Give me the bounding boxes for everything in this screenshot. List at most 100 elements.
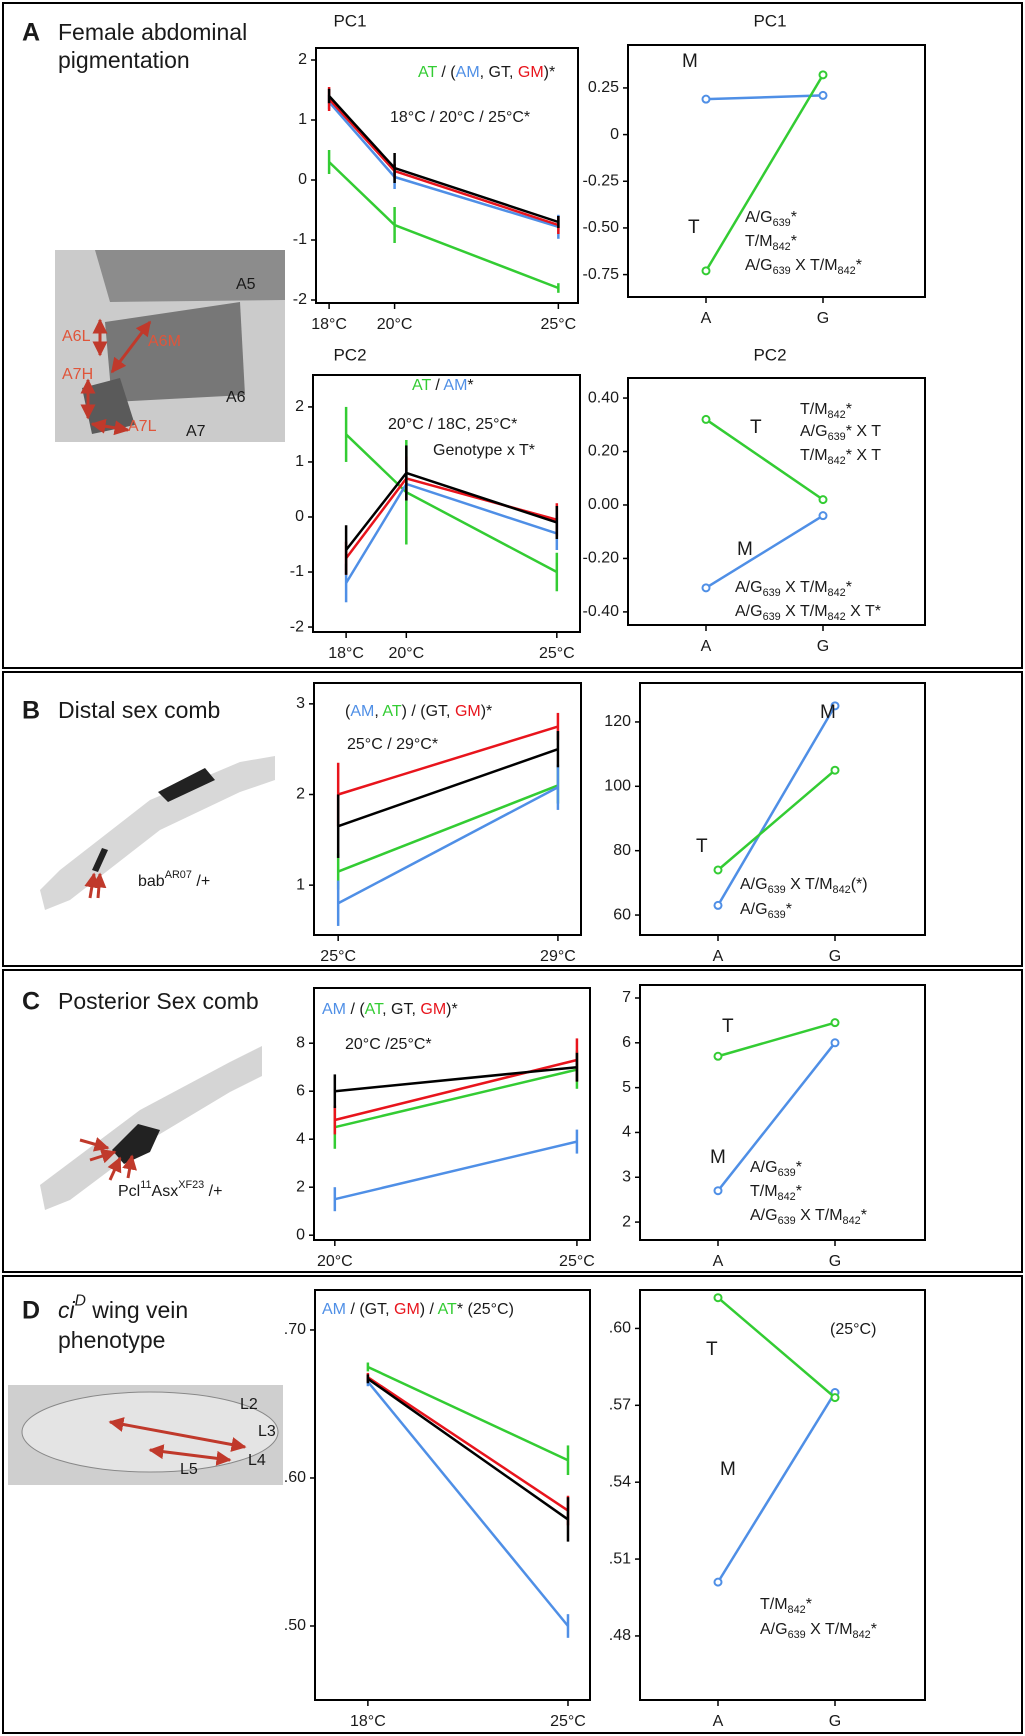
series-label: M	[682, 51, 698, 72]
annotation-run: T/M	[800, 401, 828, 418]
chart-title: PC1	[333, 11, 366, 30]
x-tick-label: A	[713, 1713, 724, 1730]
annotation-run: *	[861, 1207, 867, 1224]
segment	[95, 250, 285, 302]
point	[832, 1039, 839, 1046]
y-tick-label: -0.20	[583, 550, 620, 567]
point	[715, 1579, 722, 1586]
series-line	[718, 770, 835, 870]
y-tick-label: 0.40	[588, 389, 619, 406]
y-tick-label: 4	[296, 1130, 305, 1147]
panel-title: ciD wing vein	[58, 1293, 188, 1323]
annotation-run: T/M	[745, 233, 773, 250]
annotation-run: X T/M	[781, 603, 828, 620]
point	[703, 416, 710, 423]
y-tick-label: -1	[293, 231, 307, 248]
y-tick-label: 6	[296, 1082, 305, 1099]
annotation-run: 20°C /25°C*	[345, 1036, 432, 1053]
annotation-run: 842	[828, 587, 846, 599]
annotation: A/G639 X T/M842(*)	[740, 876, 868, 895]
annotation-run: ) /	[420, 1301, 438, 1318]
image-label-run: A7	[186, 423, 206, 440]
y-tick-label: 3	[622, 1168, 631, 1185]
y-tick-label: 5	[622, 1079, 631, 1096]
annotation: AM / (AT, GT, GM)*	[322, 1001, 458, 1018]
annotation-run: *	[786, 901, 792, 918]
series-line	[329, 162, 558, 288]
y-tick-label: 0.25	[588, 79, 619, 96]
point	[703, 96, 710, 103]
annotation-run: /	[431, 377, 443, 394]
plot-frame	[316, 48, 578, 303]
annotation-run: 639	[768, 884, 786, 896]
point	[832, 1394, 839, 1401]
x-tick-label: G	[829, 1713, 841, 1730]
annotation: A/G639*	[740, 901, 792, 920]
annotation: A/G639 X T/M842*	[735, 579, 852, 598]
series-line	[718, 1393, 835, 1583]
y-tick-label: 120	[604, 713, 631, 730]
y-tick-label: .60	[284, 1469, 306, 1486]
series-label: M	[820, 702, 836, 723]
annotation: A/G639*	[750, 1159, 802, 1178]
y-tick-label: 8	[296, 1034, 305, 1051]
annotation-run: T/M	[800, 447, 828, 464]
annotation: A/G639 X T/M842*	[745, 257, 862, 276]
series-label: T	[696, 836, 708, 857]
annotation-run: T/M	[750, 1183, 778, 1200]
series-label: T	[750, 417, 762, 438]
annotation: (25°C)	[830, 1321, 876, 1338]
image-label-run: A7L	[128, 418, 157, 435]
annotation-run: A/G	[740, 901, 768, 918]
annotation: 20°C / 18C, 25°C*	[388, 416, 517, 433]
annotation-run: ,	[374, 703, 382, 720]
y-tick-label: 80	[613, 842, 631, 859]
image-label: A6L	[62, 328, 91, 345]
panel-title-run: pigmentation	[58, 47, 190, 73]
image-label: L5	[180, 1461, 198, 1478]
x-tick-label: 18°C	[328, 645, 364, 662]
annotation-run: AM	[456, 64, 480, 81]
series-line	[718, 1023, 835, 1057]
y-tick-label: -0.50	[583, 219, 620, 236]
panel-title-run: Distal sex comb	[58, 697, 220, 723]
annotation-run: *	[791, 233, 797, 250]
x-tick-label: G	[829, 948, 841, 965]
x-tick-label: G	[817, 310, 829, 327]
annotation-run: AT	[382, 703, 401, 720]
annotation-run: A/G	[740, 876, 768, 893]
annotation-run: *	[467, 377, 473, 394]
y-tick-label: .57	[609, 1397, 631, 1414]
annotation-run: AM	[443, 377, 467, 394]
y-tick-label: 0.00	[588, 496, 619, 513]
x-tick-label: 25°C	[539, 645, 575, 662]
y-tick-label: -2	[290, 618, 304, 635]
x-tick-label: A	[713, 948, 724, 965]
annotation-run: 842	[828, 455, 846, 467]
annotation-run: 639	[828, 431, 846, 443]
panel-letter: B	[22, 697, 40, 725]
y-tick-label: 2	[622, 1213, 631, 1230]
annotation-run: / (GT,	[346, 1301, 394, 1318]
image-label-run: AR07	[165, 869, 192, 881]
point	[820, 496, 827, 503]
x-tick-label: 25°C	[550, 1713, 586, 1730]
annotation-run: *	[846, 579, 852, 596]
point	[820, 71, 827, 78]
point	[715, 1187, 722, 1194]
annotation-run: X T/M	[796, 1207, 843, 1224]
annotation: (AM, AT) / (GT, GM)*	[345, 703, 492, 720]
annotation-run: X T*	[846, 603, 881, 620]
series-line	[346, 473, 557, 550]
x-tick-label: G	[829, 1253, 841, 1270]
panel-title: Distal sex comb	[58, 697, 220, 723]
annotation-run: , GT,	[382, 1001, 420, 1018]
series-line	[335, 1142, 577, 1200]
annotation: A/G639 X T/M842*	[750, 1207, 867, 1226]
annotation-run: ) / (GT,	[402, 703, 455, 720]
x-tick-label: A	[713, 1253, 724, 1270]
image-label-run: bab	[138, 873, 165, 890]
annotation-run: 18°C / 20°C / 25°C*	[390, 109, 530, 126]
panel-title: Posterior Sex comb	[58, 988, 259, 1014]
annotation-run: 639	[788, 1629, 806, 1641]
